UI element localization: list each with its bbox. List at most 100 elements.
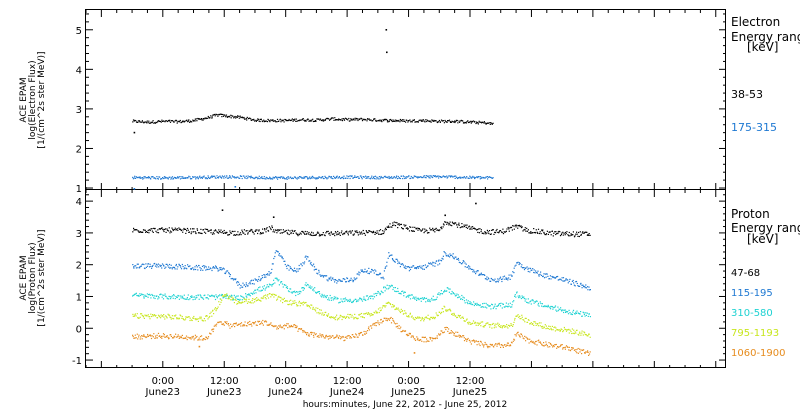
data-point bbox=[328, 232, 331, 234]
data-point bbox=[176, 122, 178, 124]
data-point bbox=[217, 177, 220, 179]
data-point bbox=[467, 337, 469, 340]
data-point bbox=[472, 226, 474, 228]
data-point bbox=[176, 335, 178, 338]
data-point bbox=[137, 230, 139, 232]
data-point bbox=[168, 295, 170, 297]
data-point bbox=[393, 221, 395, 223]
data-point bbox=[564, 231, 567, 234]
data-point bbox=[199, 267, 201, 269]
data-point bbox=[245, 298, 248, 300]
data-point bbox=[499, 305, 502, 307]
data-point bbox=[432, 295, 434, 297]
data-point bbox=[344, 317, 347, 319]
data-point bbox=[450, 330, 452, 332]
data-point bbox=[360, 175, 362, 177]
data-point bbox=[263, 285, 265, 287]
data-point bbox=[490, 308, 492, 310]
data-point bbox=[152, 176, 154, 178]
data-point bbox=[449, 221, 451, 223]
data-point bbox=[349, 313, 352, 316]
data-point bbox=[506, 278, 508, 280]
data-point bbox=[159, 315, 161, 317]
data-point bbox=[260, 321, 263, 323]
data-point bbox=[414, 267, 416, 269]
data-point bbox=[243, 232, 245, 234]
data-point bbox=[451, 293, 453, 295]
data-point bbox=[432, 227, 434, 229]
data-point bbox=[421, 229, 423, 231]
data-point bbox=[244, 233, 246, 235]
data-point bbox=[319, 118, 322, 120]
data-point bbox=[497, 281, 499, 283]
data-point bbox=[204, 177, 206, 179]
data-point bbox=[490, 122, 492, 124]
data-point bbox=[241, 295, 243, 298]
data-point bbox=[551, 329, 553, 331]
data-point bbox=[580, 334, 582, 336]
data-point bbox=[570, 283, 572, 285]
data-point bbox=[523, 319, 525, 321]
data-point bbox=[476, 270, 478, 272]
data-point bbox=[135, 177, 137, 179]
data-point bbox=[354, 117, 356, 119]
data-point bbox=[269, 176, 271, 178]
data-point bbox=[174, 177, 176, 179]
data-point bbox=[518, 316, 520, 318]
data-point bbox=[353, 233, 355, 235]
data-point bbox=[213, 113, 216, 116]
data-point bbox=[344, 339, 346, 341]
data-point bbox=[193, 120, 195, 122]
data-point bbox=[264, 229, 266, 231]
data-point bbox=[272, 178, 274, 180]
data-point bbox=[218, 321, 220, 323]
data-point bbox=[350, 175, 352, 177]
data-point bbox=[334, 319, 336, 321]
data-point bbox=[414, 316, 417, 319]
data-point bbox=[254, 289, 256, 291]
data-point bbox=[210, 115, 212, 117]
data-point bbox=[461, 263, 463, 265]
data-point bbox=[414, 298, 416, 300]
data-point bbox=[334, 298, 336, 300]
data-point bbox=[433, 262, 435, 264]
data-point bbox=[569, 235, 571, 237]
data-point bbox=[400, 223, 402, 226]
data-point bbox=[261, 275, 263, 277]
data-point bbox=[258, 175, 260, 177]
data-point bbox=[214, 324, 216, 326]
data-point bbox=[329, 337, 331, 339]
data-point bbox=[355, 316, 357, 319]
data-point bbox=[241, 299, 243, 301]
data-point bbox=[480, 341, 482, 343]
data-point bbox=[292, 269, 294, 272]
data-point bbox=[459, 227, 461, 229]
data-point bbox=[419, 119, 421, 121]
data-point bbox=[318, 336, 320, 338]
data-point bbox=[502, 303, 504, 305]
data-point bbox=[227, 116, 229, 118]
data-point bbox=[304, 331, 306, 333]
data-point bbox=[381, 322, 383, 324]
data-point bbox=[162, 333, 165, 335]
data-point bbox=[315, 234, 317, 236]
data-point bbox=[489, 122, 491, 124]
data-point bbox=[369, 271, 371, 273]
data-point bbox=[296, 304, 298, 306]
data-point bbox=[135, 337, 137, 339]
data-point bbox=[523, 269, 526, 271]
data-point bbox=[505, 305, 507, 307]
data-point bbox=[434, 175, 436, 177]
data-point bbox=[292, 230, 294, 232]
data-point bbox=[578, 312, 580, 315]
data-point bbox=[314, 234, 316, 236]
data-point bbox=[435, 262, 437, 264]
data-point bbox=[580, 282, 582, 284]
data-point bbox=[186, 230, 188, 232]
data-point bbox=[317, 291, 319, 293]
data-point bbox=[286, 178, 288, 180]
data-point bbox=[170, 177, 173, 179]
data-point bbox=[455, 295, 457, 297]
data-point bbox=[325, 334, 327, 336]
data-point bbox=[496, 323, 498, 325]
